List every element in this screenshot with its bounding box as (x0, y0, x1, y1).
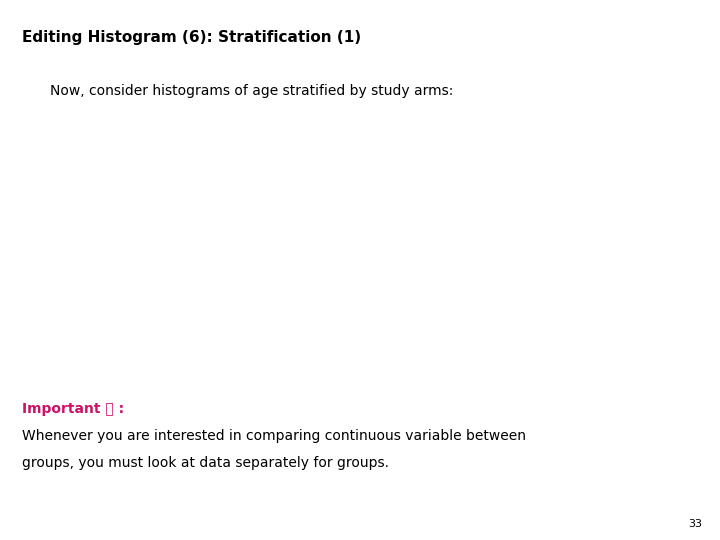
Text: Now, consider histograms of age stratified by study arms:: Now, consider histograms of age stratifi… (50, 84, 454, 98)
Text: Whenever you are interested in comparing continuous variable between: Whenever you are interested in comparing… (22, 429, 526, 443)
Text: 33: 33 (688, 519, 702, 529)
Text: Important 🔥 :: Important 🔥 : (22, 402, 124, 416)
Text: groups, you must look at data separately for groups.: groups, you must look at data separately… (22, 456, 389, 470)
Text: Editing Histogram (6): Stratification (1): Editing Histogram (6): Stratification (1… (22, 30, 361, 45)
